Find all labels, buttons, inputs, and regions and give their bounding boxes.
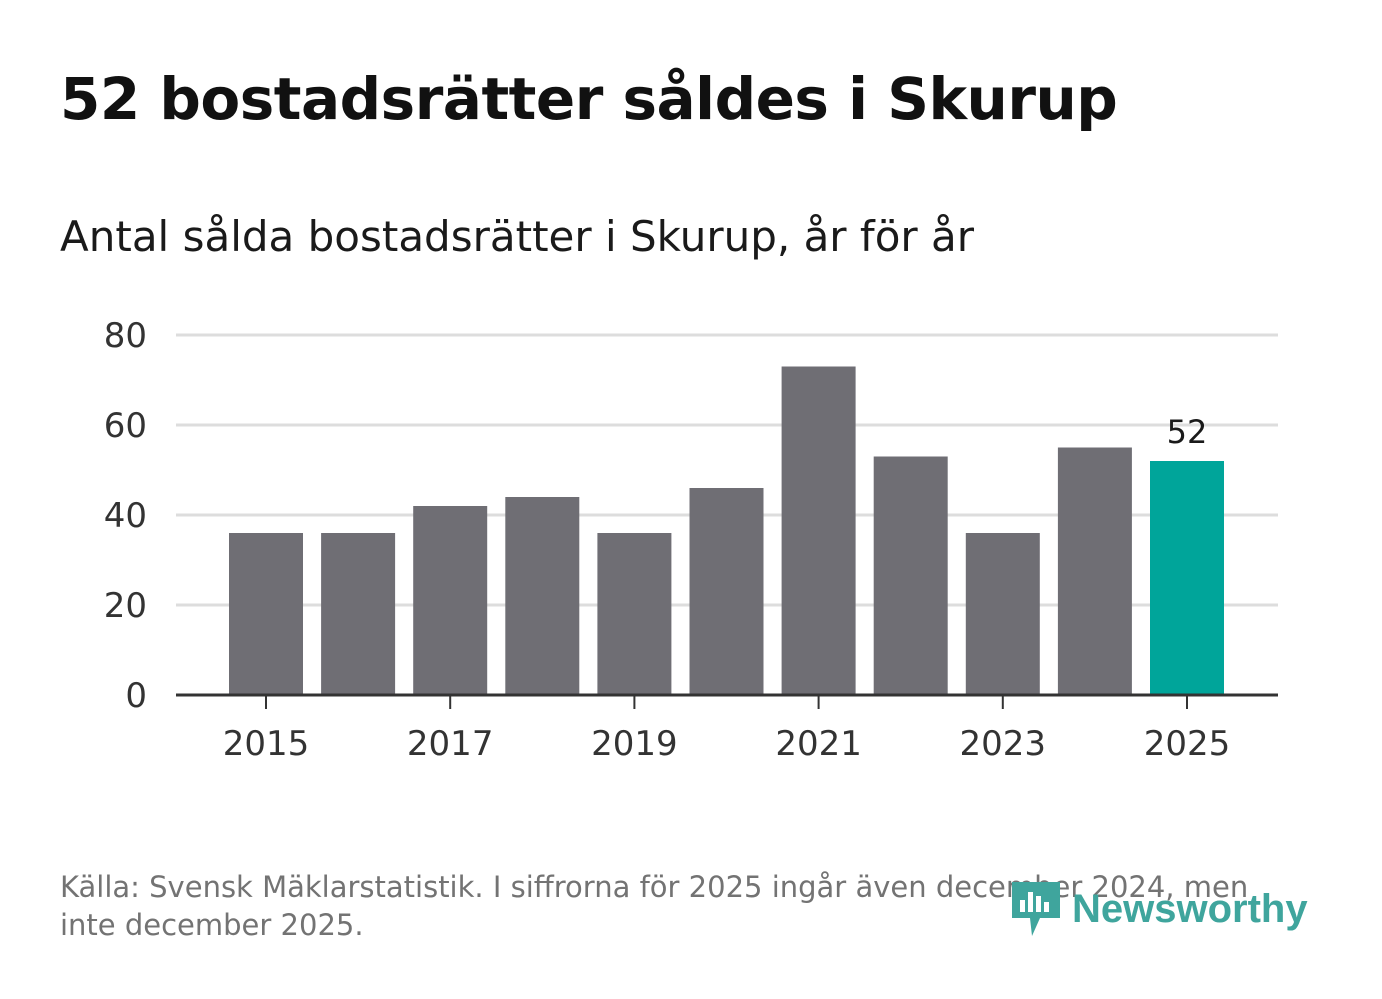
bar-2024 (1057, 447, 1132, 695)
x-tick-label-2017: 2017 (407, 724, 494, 764)
bar-2021 (781, 366, 856, 695)
bar-2018 (505, 497, 580, 695)
newsworthy-logo-icon (1012, 882, 1060, 936)
y-tick-label-0: 0 (125, 676, 147, 716)
x-axis: 2015 2017 2019 2021 2023 2025 (176, 693, 1278, 764)
y-tick-label-40: 40 (104, 496, 147, 536)
bar-2017 (413, 506, 488, 695)
x-tick-label-2023: 2023 (960, 724, 1047, 764)
bars: 52 (229, 366, 1224, 695)
bar-2019 (597, 533, 672, 695)
x-tick-label-2019: 2019 (591, 724, 678, 764)
y-tick-label-20: 20 (104, 586, 147, 626)
x-tick-label-2015: 2015 (223, 724, 310, 764)
bar-2015 (229, 533, 303, 695)
bar-2020 (689, 488, 764, 695)
chart-subtitle: Antal sålda bostadsrätter i Skurup, år f… (60, 212, 975, 261)
data-label-2025: 52 (1167, 413, 1208, 451)
y-tick-label-60: 60 (104, 406, 147, 446)
bar-2025 (1150, 461, 1224, 695)
logo-text: Newsworthy (1072, 886, 1308, 931)
bar-chart: 52 0 20 40 60 80 2015 2017 2019 2021 2023 2025 (104, 316, 1278, 764)
chart-title: 52 bostadsrätter såldes i Skurup (60, 65, 1118, 133)
y-tick-label-80: 80 (104, 316, 147, 356)
bar-2016 (321, 533, 396, 695)
y-axis-labels: 0 20 40 60 80 (104, 316, 147, 716)
bar-2022 (873, 456, 948, 695)
newsworthy-logo: Newsworthy (1010, 878, 1308, 940)
x-tick-label-2025: 2025 (1144, 724, 1231, 764)
bar-2023 (965, 533, 1040, 695)
x-tick-label-2021: 2021 (775, 724, 862, 764)
